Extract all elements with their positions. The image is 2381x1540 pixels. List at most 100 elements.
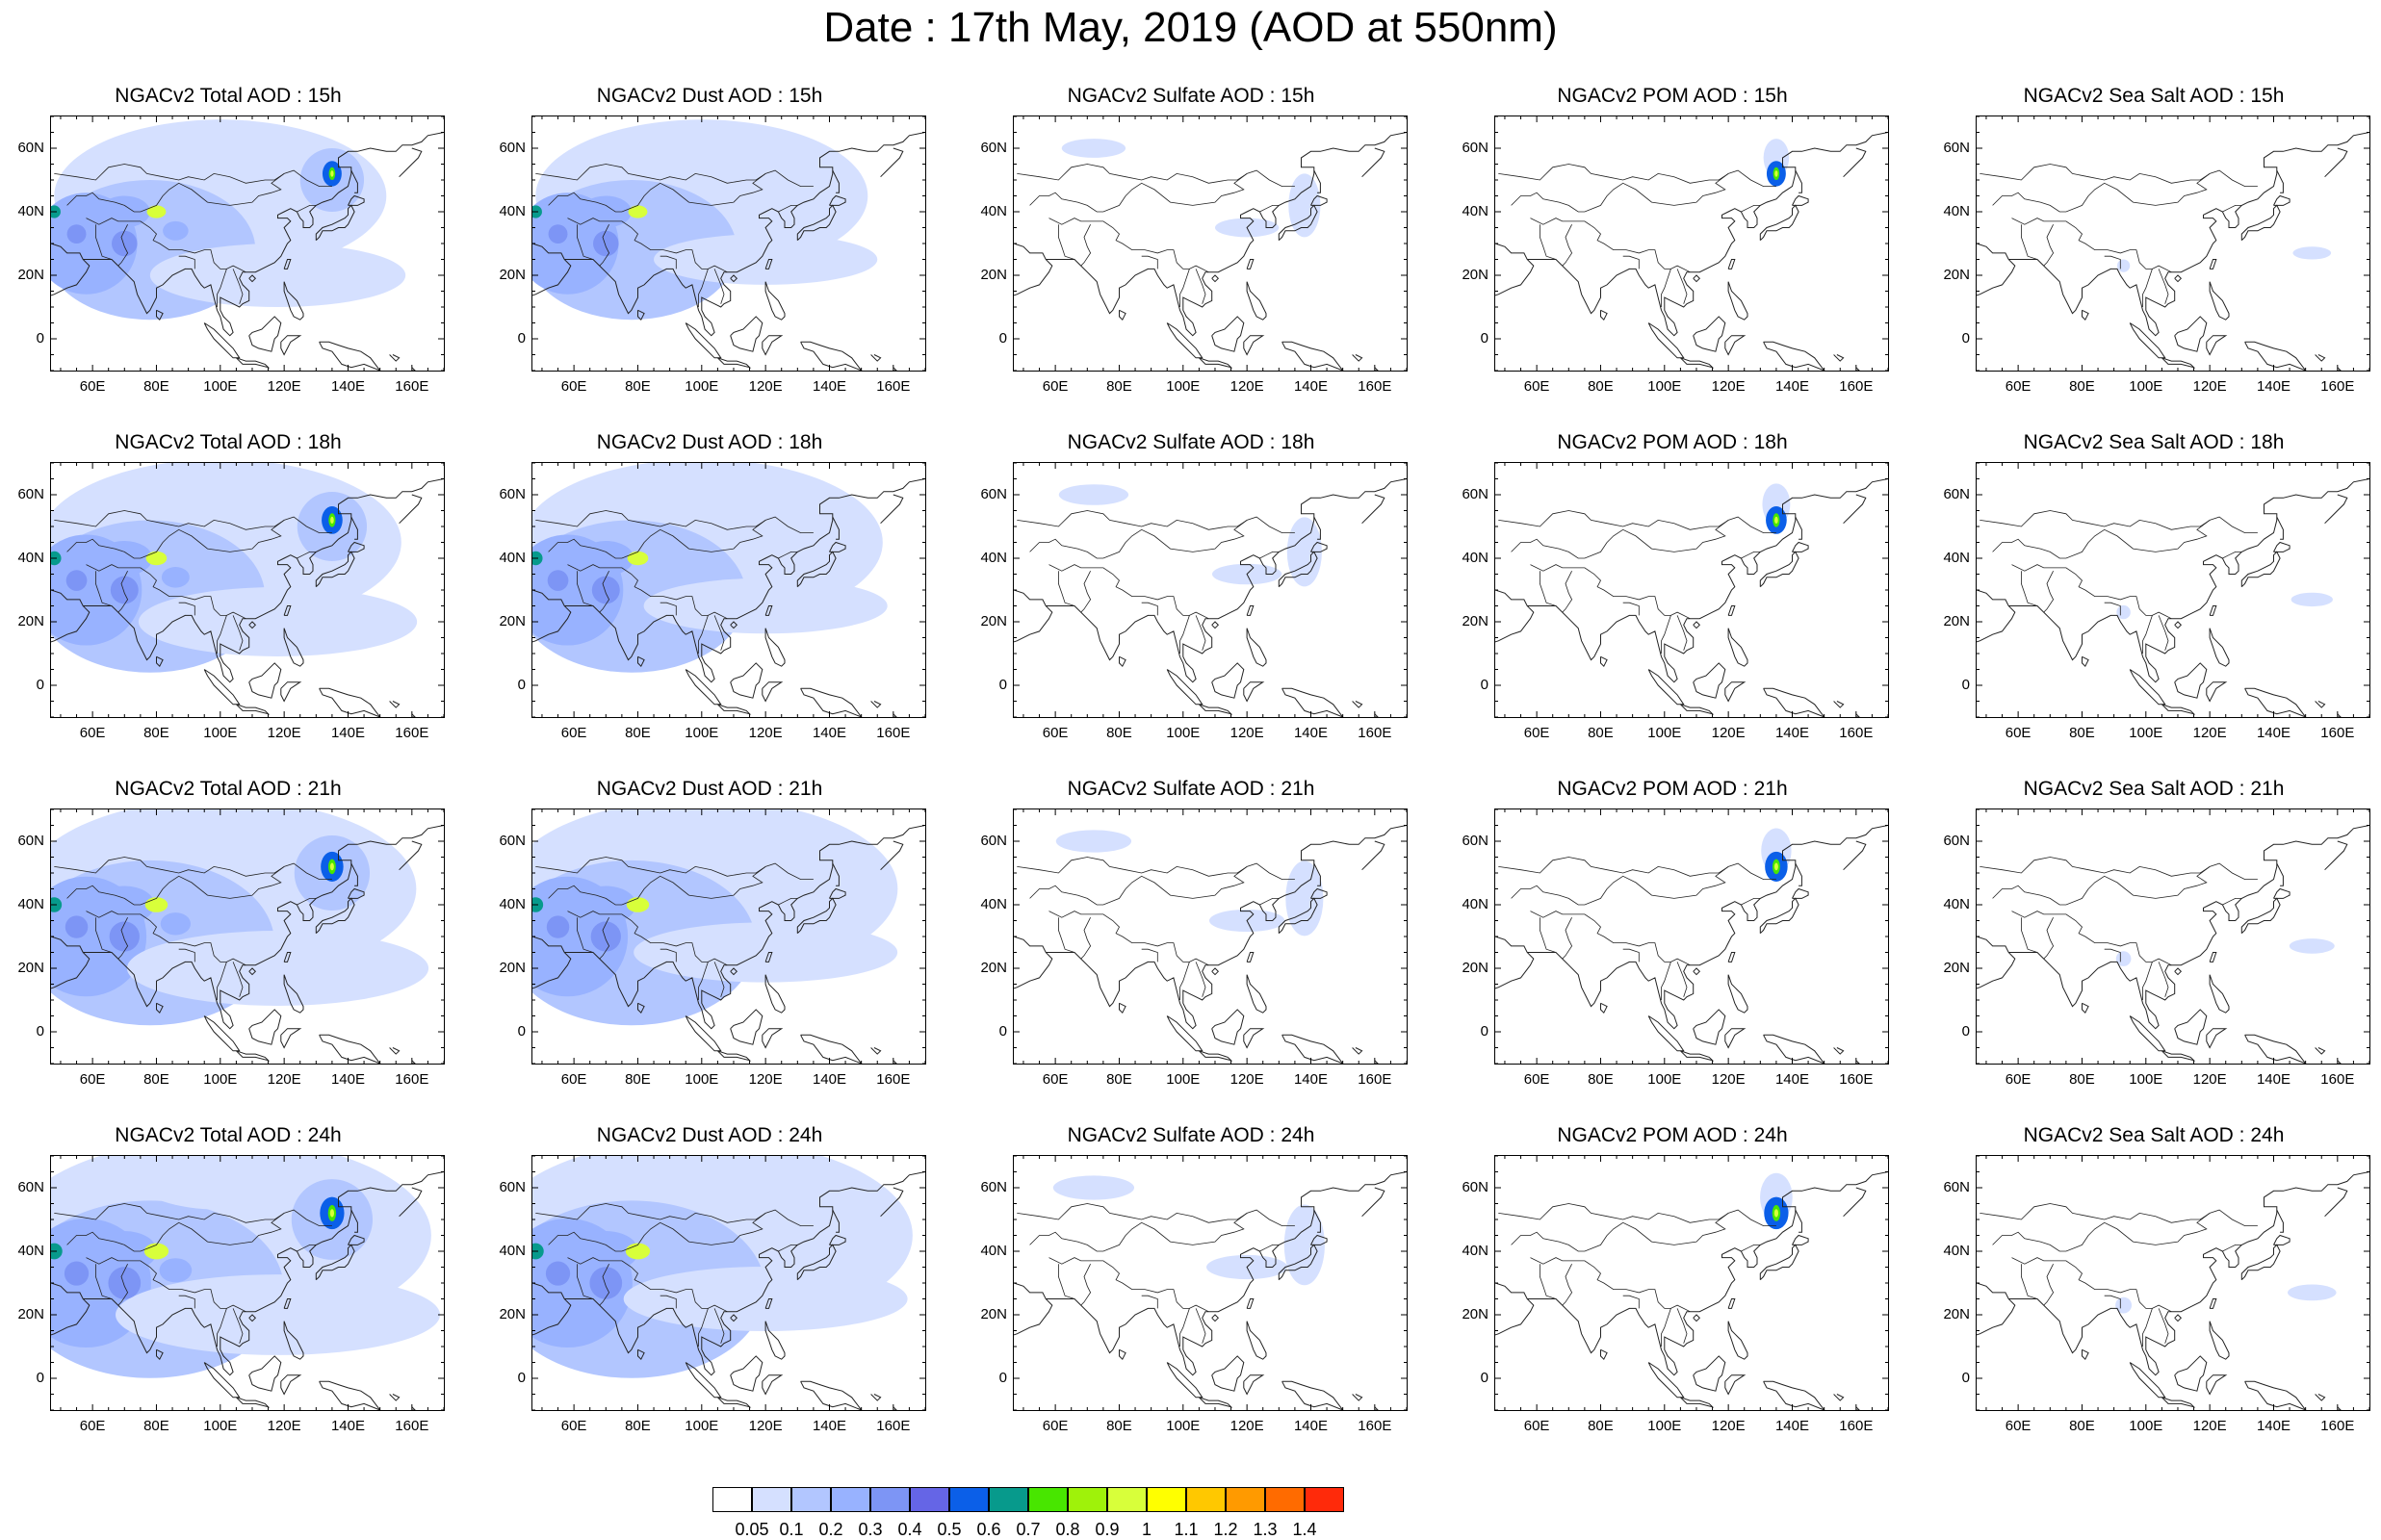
coastline [411, 1060, 416, 1064]
lon-tick-label: 120E [748, 725, 783, 741]
lon-tick-label: 160E [1839, 725, 1874, 741]
coastline [730, 621, 738, 629]
lat-tick-label: 0 [998, 1370, 1007, 1386]
lon-tick-label: 80E [625, 378, 651, 395]
map-svg [1495, 463, 1888, 717]
lat-tick-label: 60N [17, 1179, 44, 1195]
country-border [577, 224, 594, 260]
country-border [178, 255, 195, 270]
panel-title: NGACv2 Total AOD : 21h [115, 778, 342, 800]
lat-tick-label: 20N [1462, 1306, 1488, 1322]
map-svg [51, 1156, 444, 1410]
lat-tick-label: 60N [1943, 833, 1970, 849]
lat-tick-label: 40N [1943, 1243, 1970, 1259]
country-border [1741, 205, 1761, 213]
coastline [1727, 605, 1736, 616]
coastline [280, 1028, 302, 1049]
coastline [1166, 1015, 1203, 1052]
coastline [236, 1397, 271, 1408]
coastline [2161, 704, 2196, 715]
coastline [2244, 687, 2307, 717]
lon-tick-label: 140E [812, 725, 846, 741]
lon-tick-label: 160E [395, 378, 429, 395]
country-border [95, 917, 113, 953]
coastline [248, 1314, 257, 1322]
aod-contour-region [547, 570, 569, 591]
lon-tick-label: 160E [1839, 378, 1874, 395]
country-border [1562, 224, 1573, 267]
colorbar-label: 1.1 [1174, 1520, 1199, 1539]
coastline [2129, 1362, 2166, 1399]
coastline [1211, 621, 1220, 629]
country-border [1980, 1203, 2211, 1223]
country-border [2158, 615, 2169, 651]
lon-tick-label: 160E [1839, 1418, 1874, 1434]
coastline [1119, 655, 1126, 668]
coastline [764, 281, 786, 321]
coastline [1977, 936, 2016, 989]
colorbar-label: 0.9 [1095, 1520, 1120, 1539]
lon-tick-label: 60E [2005, 725, 2032, 741]
coastline [2209, 605, 2217, 616]
aod-contour-region [634, 922, 898, 983]
lon-tick-label: 140E [330, 725, 365, 741]
map-plot-area [1976, 1155, 2370, 1411]
coastline [1199, 1397, 1233, 1408]
lon-tick-label: 120E [1229, 1418, 1264, 1434]
country-border [117, 917, 129, 960]
coastline [832, 516, 840, 540]
coastline [315, 897, 355, 935]
coastline [236, 704, 271, 715]
country-border [1511, 516, 1776, 559]
lon-tick-label: 160E [2320, 1418, 2355, 1434]
coastline [1680, 357, 1715, 369]
coastline [532, 589, 572, 643]
lat-tick-label: 60N [17, 833, 44, 849]
aod-contour-region [590, 921, 621, 952]
country-border [54, 510, 285, 530]
colorbar-swatch [910, 1487, 949, 1512]
coastline [2276, 169, 2284, 193]
lon-tick-label: 80E [143, 1418, 169, 1434]
map-panel-dust-21h: NGACv2 Dust AOD : 21h 60N 40N 20N 0 60E 80E 100… [483, 778, 936, 1095]
lon-tick-label: 160E [1839, 1071, 1874, 1088]
coastline [1281, 341, 1344, 371]
coastline [1495, 589, 1535, 643]
coastline [1724, 335, 1747, 356]
lon-tick-label: 160E [395, 1418, 429, 1434]
coastline [1310, 887, 1328, 899]
lat-tick-label: 20N [17, 960, 44, 976]
map-panel-seasalt-18h: NGACv2 Sea Salt AOD : 18h 60N 40N 20N 0 60E 80… [1928, 431, 2380, 749]
coastline [1843, 494, 1867, 525]
coastline [796, 1244, 837, 1281]
country-border [217, 1308, 227, 1347]
country-border [660, 1295, 677, 1309]
lon-tick-label: 60E [2005, 1071, 2032, 1088]
country-border [567, 1257, 728, 1313]
coastline [2161, 1397, 2196, 1408]
lat-tick-label: 40N [1462, 1243, 1488, 1259]
coastline [1361, 840, 1385, 871]
lat-tick-label: 0 [517, 677, 526, 693]
aod-contour-region [627, 551, 649, 566]
colorbar-label: 0.5 [937, 1520, 962, 1539]
lon-tick-label: 100E [685, 1418, 719, 1434]
coastline [1833, 1394, 1845, 1401]
coastline [2174, 316, 2208, 352]
lon-tick-label: 140E [1774, 378, 1809, 395]
coastline [1281, 687, 1344, 717]
coastline [1693, 621, 1701, 629]
map-plot-area [531, 808, 926, 1065]
coastline [2082, 1348, 2089, 1361]
lon-tick-label: 80E [1106, 1071, 1132, 1088]
lon-tick-label: 140E [2256, 1071, 2290, 1088]
coastline [1693, 967, 1701, 976]
country-border [1741, 1245, 1761, 1252]
lon-tick-label: 120E [2192, 378, 2227, 395]
coastline [283, 1298, 292, 1309]
coastline [1600, 1348, 1608, 1361]
country-border [54, 857, 285, 877]
country-border [1661, 615, 1671, 654]
coastline [1166, 669, 1203, 706]
lon-tick-label: 100E [685, 1071, 719, 1088]
